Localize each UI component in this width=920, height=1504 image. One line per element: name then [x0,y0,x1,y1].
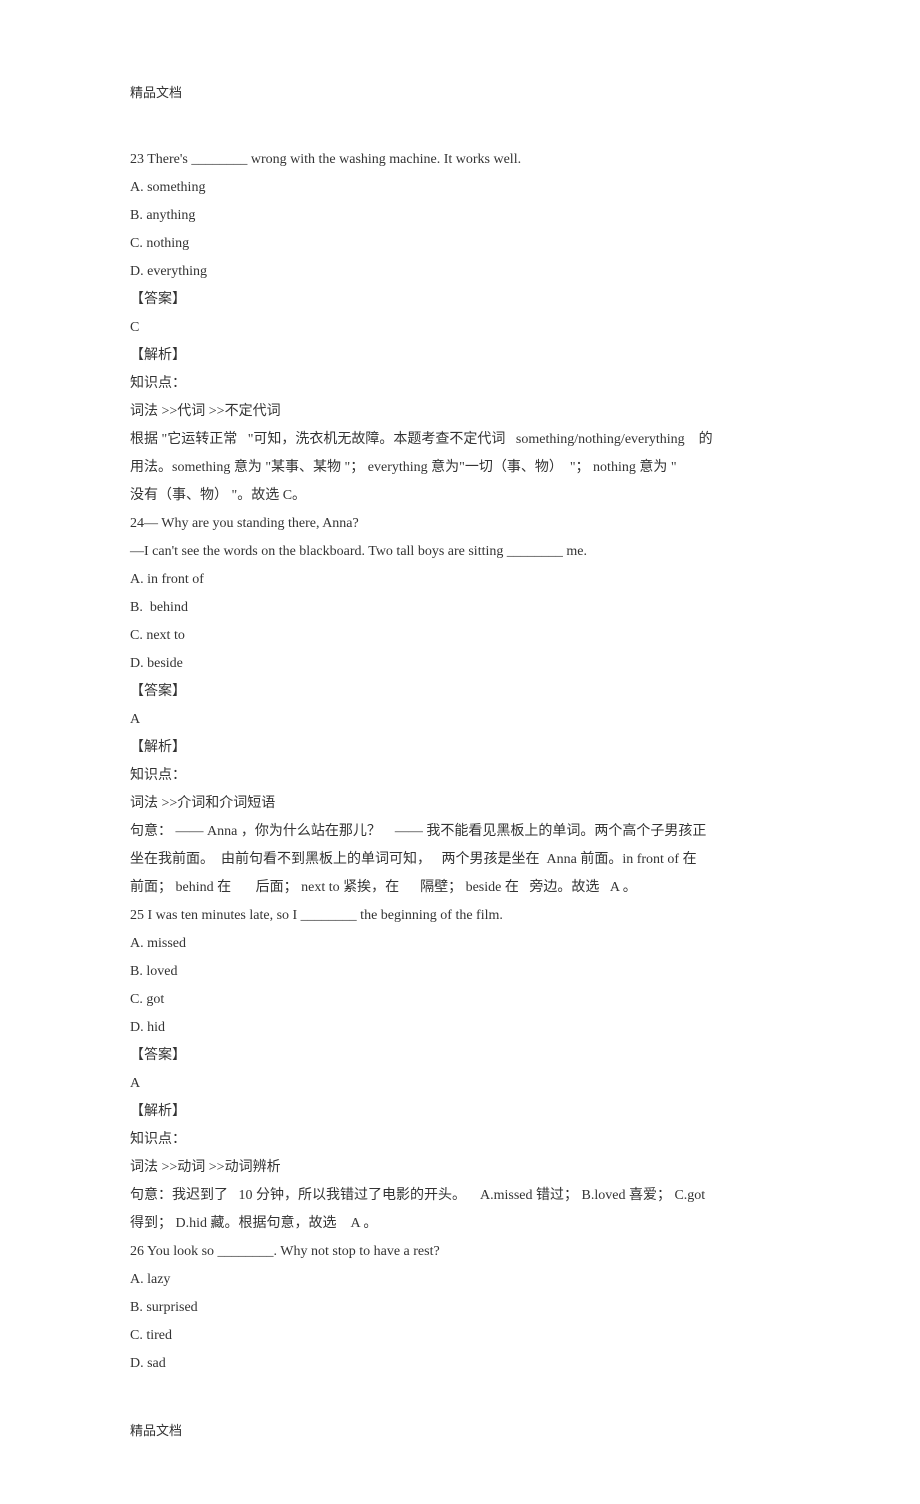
q24-option-c: C. next to [130,622,790,650]
q25-option-d: D. hid [130,1014,790,1042]
q25-answer: A [130,1070,790,1098]
q25-stem: 25 I was ten minutes late, so I ________… [130,902,790,930]
question-24: 24— Why are you standing there, Anna? —I… [130,510,790,902]
q26-option-c: C. tired [130,1322,790,1350]
q24-answer: A [130,706,790,734]
q23-explanation-line3: 没有（事、物） "。故选 C。 [130,482,790,510]
q23-knowledge-point: 词法 >>代词 >>不定代词 [130,398,790,426]
q23-explanation-label: 【解析】 [130,342,790,370]
q23-explanation-line2: 用法。something 意为 "某事、某物 "； everything 意为"… [130,454,790,482]
q23-knowledge-point-label: 知识点： [130,370,790,398]
q23-explanation-line1: 根据 "它运转正常 "可知，洗衣机无故障。本题考查不定代词 something/… [130,426,790,454]
q25-explanation-line2: 得到； D.hid 藏。根据句意，故选 A 。 [130,1210,790,1238]
q24-explanation-line1: 句意： —— Anna ，你为什么站在那儿？ —— 我不能看见黑板上的单词。两个… [130,818,790,846]
q25-knowledge-point: 词法 >>动词 >>动词辨析 [130,1154,790,1182]
q23-option-d: D. everything [130,258,790,286]
q24-explanation-label: 【解析】 [130,734,790,762]
footer-label: 精品文档 [130,1418,790,1444]
q24-option-b: B. behind [130,594,790,622]
q25-explanation-label: 【解析】 [130,1098,790,1126]
q24-stem-line2: —I can't see the words on the blackboard… [130,538,790,566]
document-page: 精品文档 23 There's ________ wrong with the … [0,0,920,1504]
q26-option-b: B. surprised [130,1294,790,1322]
header-label: 精品文档 [130,80,790,106]
q26-option-a: A. lazy [130,1266,790,1294]
question-23: 23 There's ________ wrong with the washi… [130,146,790,510]
q26-stem: 26 You look so ________. Why not stop to… [130,1238,790,1266]
q24-option-a: A. in front of [130,566,790,594]
q23-option-a: A. something [130,174,790,202]
q24-explanation-line2: 坐在我前面。 由前句看不到黑板上的单词可知， 两个男孩是坐在 Anna 前面。i… [130,846,790,874]
q24-knowledge-point: 词法 >>介词和介词短语 [130,790,790,818]
q23-answer-label: 【答案】 [130,286,790,314]
q23-stem: 23 There's ________ wrong with the washi… [130,146,790,174]
q25-knowledge-point-label: 知识点： [130,1126,790,1154]
question-26: 26 You look so ________. Why not stop to… [130,1238,790,1378]
q25-option-a: A. missed [130,930,790,958]
q24-stem-line1: 24— Why are you standing there, Anna? [130,510,790,538]
q25-option-b: B. loved [130,958,790,986]
q25-option-c: C. got [130,986,790,1014]
q24-answer-label: 【答案】 [130,678,790,706]
q24-option-d: D. beside [130,650,790,678]
q24-knowledge-point-label: 知识点： [130,762,790,790]
q25-answer-label: 【答案】 [130,1042,790,1070]
q25-explanation-line1: 句意：我迟到了 10 分钟，所以我错过了电影的开头。 A.missed 错过； … [130,1182,790,1210]
q23-option-c: C. nothing [130,230,790,258]
q23-answer: C [130,314,790,342]
q23-option-b: B. anything [130,202,790,230]
q24-explanation-line3: 前面； behind 在 后面； next to 紧挨，在 隔壁； beside… [130,874,790,902]
q26-option-d: D. sad [130,1350,790,1378]
question-25: 25 I was ten minutes late, so I ________… [130,902,790,1238]
